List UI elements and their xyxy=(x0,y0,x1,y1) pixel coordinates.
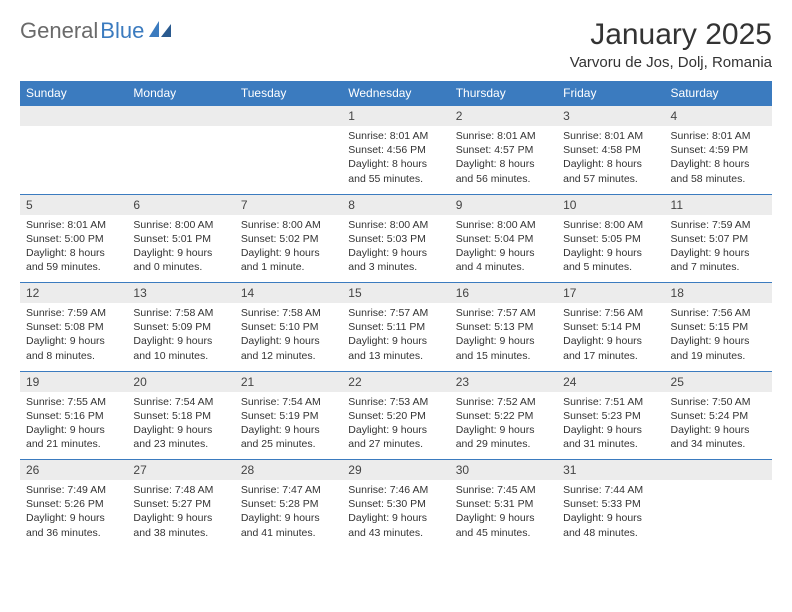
day-cell: Sunrise: 7:56 AMSunset: 5:14 PMDaylight:… xyxy=(557,303,664,371)
weekday-header: Friday xyxy=(557,81,664,106)
day-number: 11 xyxy=(665,194,772,215)
day-number: 31 xyxy=(557,460,664,481)
logo-text-blue: Blue xyxy=(100,18,144,44)
day-cell: Sunrise: 7:58 AMSunset: 5:10 PMDaylight:… xyxy=(235,303,342,371)
day-cell: Sunrise: 7:54 AMSunset: 5:19 PMDaylight:… xyxy=(235,392,342,460)
day-cell: Sunrise: 8:00 AMSunset: 5:05 PMDaylight:… xyxy=(557,215,664,283)
weekday-header: Monday xyxy=(127,81,234,106)
day-number: 1 xyxy=(342,106,449,127)
day-cell xyxy=(20,126,127,194)
day-content-row: Sunrise: 8:01 AMSunset: 5:00 PMDaylight:… xyxy=(20,215,772,283)
day-cell: Sunrise: 8:01 AMSunset: 4:57 PMDaylight:… xyxy=(450,126,557,194)
day-number: 15 xyxy=(342,283,449,304)
day-cell: Sunrise: 7:46 AMSunset: 5:30 PMDaylight:… xyxy=(342,480,449,548)
day-number: 3 xyxy=(557,106,664,127)
day-number: 13 xyxy=(127,283,234,304)
day-cell: Sunrise: 7:53 AMSunset: 5:20 PMDaylight:… xyxy=(342,392,449,460)
day-cell: Sunrise: 7:51 AMSunset: 5:23 PMDaylight:… xyxy=(557,392,664,460)
day-cell: Sunrise: 7:59 AMSunset: 5:07 PMDaylight:… xyxy=(665,215,772,283)
day-cell: Sunrise: 8:00 AMSunset: 5:02 PMDaylight:… xyxy=(235,215,342,283)
day-cell: Sunrise: 7:44 AMSunset: 5:33 PMDaylight:… xyxy=(557,480,664,548)
day-number: 4 xyxy=(665,106,772,127)
day-number: 26 xyxy=(20,460,127,481)
day-cell: Sunrise: 7:55 AMSunset: 5:16 PMDaylight:… xyxy=(20,392,127,460)
day-number: 23 xyxy=(450,371,557,392)
day-cell: Sunrise: 8:01 AMSunset: 4:56 PMDaylight:… xyxy=(342,126,449,194)
day-cell: Sunrise: 7:47 AMSunset: 5:28 PMDaylight:… xyxy=(235,480,342,548)
day-number: 25 xyxy=(665,371,772,392)
day-cell xyxy=(665,480,772,548)
day-content-row: Sunrise: 7:49 AMSunset: 5:26 PMDaylight:… xyxy=(20,480,772,548)
day-cell xyxy=(235,126,342,194)
day-cell: Sunrise: 7:59 AMSunset: 5:08 PMDaylight:… xyxy=(20,303,127,371)
day-number: 30 xyxy=(450,460,557,481)
weekday-header: Thursday xyxy=(450,81,557,106)
day-cell: Sunrise: 8:00 AMSunset: 5:04 PMDaylight:… xyxy=(450,215,557,283)
day-cell: Sunrise: 8:00 AMSunset: 5:03 PMDaylight:… xyxy=(342,215,449,283)
day-number: 14 xyxy=(235,283,342,304)
day-number: 7 xyxy=(235,194,342,215)
location: Varvoru de Jos, Dolj, Romania xyxy=(570,54,772,71)
day-cell: Sunrise: 7:57 AMSunset: 5:13 PMDaylight:… xyxy=(450,303,557,371)
weekday-header: Sunday xyxy=(20,81,127,106)
day-cell: Sunrise: 8:01 AMSunset: 5:00 PMDaylight:… xyxy=(20,215,127,283)
day-number-row: 262728293031 xyxy=(20,460,772,481)
day-number-row: 12131415161718 xyxy=(20,283,772,304)
day-number: 10 xyxy=(557,194,664,215)
logo-sail-icon xyxy=(147,19,173,44)
day-number-row: 1234 xyxy=(20,106,772,127)
day-number: 28 xyxy=(235,460,342,481)
day-number: 6 xyxy=(127,194,234,215)
day-content-row: Sunrise: 7:55 AMSunset: 5:16 PMDaylight:… xyxy=(20,392,772,460)
day-cell: Sunrise: 7:58 AMSunset: 5:09 PMDaylight:… xyxy=(127,303,234,371)
day-number: 22 xyxy=(342,371,449,392)
day-cell: Sunrise: 8:01 AMSunset: 4:58 PMDaylight:… xyxy=(557,126,664,194)
day-number-row: 19202122232425 xyxy=(20,371,772,392)
title-block: January 2025 Varvoru de Jos, Dolj, Roman… xyxy=(570,18,772,71)
day-cell: Sunrise: 7:49 AMSunset: 5:26 PMDaylight:… xyxy=(20,480,127,548)
weekday-header: Saturday xyxy=(665,81,772,106)
header: GeneralBlue January 2025 Varvoru de Jos,… xyxy=(20,18,772,71)
day-number: 21 xyxy=(235,371,342,392)
day-number: 9 xyxy=(450,194,557,215)
day-cell: Sunrise: 7:57 AMSunset: 5:11 PMDaylight:… xyxy=(342,303,449,371)
day-cell: Sunrise: 7:54 AMSunset: 5:18 PMDaylight:… xyxy=(127,392,234,460)
day-cell: Sunrise: 7:45 AMSunset: 5:31 PMDaylight:… xyxy=(450,480,557,548)
day-cell: Sunrise: 7:50 AMSunset: 5:24 PMDaylight:… xyxy=(665,392,772,460)
day-cell: Sunrise: 7:56 AMSunset: 5:15 PMDaylight:… xyxy=(665,303,772,371)
logo: GeneralBlue xyxy=(20,18,173,44)
day-number: 18 xyxy=(665,283,772,304)
day-content-row: Sunrise: 8:01 AMSunset: 4:56 PMDaylight:… xyxy=(20,126,772,194)
day-number: 20 xyxy=(127,371,234,392)
day-number: 24 xyxy=(557,371,664,392)
day-number: 2 xyxy=(450,106,557,127)
weekday-header-row: SundayMondayTuesdayWednesdayThursdayFrid… xyxy=(20,81,772,106)
day-content-row: Sunrise: 7:59 AMSunset: 5:08 PMDaylight:… xyxy=(20,303,772,371)
day-number: 12 xyxy=(20,283,127,304)
day-cell: Sunrise: 8:01 AMSunset: 4:59 PMDaylight:… xyxy=(665,126,772,194)
day-cell: Sunrise: 7:48 AMSunset: 5:27 PMDaylight:… xyxy=(127,480,234,548)
day-number: 27 xyxy=(127,460,234,481)
day-number xyxy=(665,460,772,481)
day-number: 17 xyxy=(557,283,664,304)
day-number xyxy=(127,106,234,127)
day-number: 29 xyxy=(342,460,449,481)
day-cell: Sunrise: 7:52 AMSunset: 5:22 PMDaylight:… xyxy=(450,392,557,460)
day-number: 8 xyxy=(342,194,449,215)
day-cell xyxy=(127,126,234,194)
day-number xyxy=(20,106,127,127)
calendar-table: SundayMondayTuesdayWednesdayThursdayFrid… xyxy=(20,81,772,548)
day-number xyxy=(235,106,342,127)
month-title: January 2025 xyxy=(570,18,772,52)
day-number-row: 567891011 xyxy=(20,194,772,215)
day-cell: Sunrise: 8:00 AMSunset: 5:01 PMDaylight:… xyxy=(127,215,234,283)
day-number: 16 xyxy=(450,283,557,304)
day-number: 5 xyxy=(20,194,127,215)
day-number: 19 xyxy=(20,371,127,392)
logo-text-gray: General xyxy=(20,18,98,44)
weekday-header: Tuesday xyxy=(235,81,342,106)
weekday-header: Wednesday xyxy=(342,81,449,106)
